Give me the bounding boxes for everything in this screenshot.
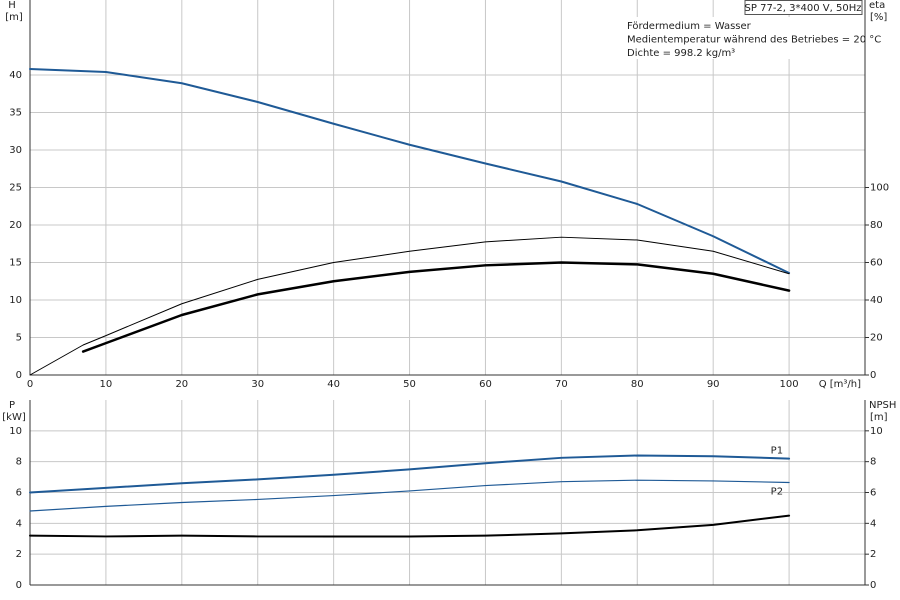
curve [29,479,790,512]
chart-title: SP 77-2, 3*400 V, 50Hz [745,3,862,14]
annotation: Dichte = 998.2 kg/m³ [627,48,735,59]
y-tick-label: 20 [9,220,22,231]
series-label: P2 [771,486,783,497]
y2-label: eta [869,0,885,11]
x-tick-label: 0 [27,379,33,390]
curve [29,514,791,538]
y2-unit: [%] [870,12,887,23]
curve [29,236,790,376]
y2-tick-label: 100 [870,183,889,194]
y-unit: [kW] [2,412,26,423]
y-tick-label: 0 [16,580,22,591]
curve [29,68,791,274]
y2-tick-label: 20 [870,333,883,344]
annotation-background [622,17,862,59]
y-tick-label: 15 [9,258,22,269]
y2-unit: [m] [870,412,888,423]
y-tick-label: 10 [9,426,22,437]
y2-tick-label: 4 [870,518,876,529]
y2-tick-label: 40 [870,295,883,306]
x-tick-label: 30 [251,379,264,390]
x-tick-label: 20 [175,379,188,390]
y-tick-label: 0 [16,370,22,381]
y2-tick-label: 80 [870,220,883,231]
y-tick-label: 25 [9,183,22,194]
curve [29,454,791,494]
x-tick-label: 100 [780,379,799,390]
y2-tick-label: 10 [870,426,883,437]
x-tick-label: 60 [479,379,492,390]
y-label: H [8,0,16,11]
title-box [744,0,863,15]
annotation: Fördermedium = Wasser [627,21,752,32]
y-tick-label: 10 [9,295,22,306]
x-tick-label: 70 [555,379,568,390]
y-tick-label: 30 [9,145,22,156]
x-tick-label: 10 [100,379,113,390]
y-tick-label: 4 [16,518,22,529]
annotation: Medientemperatur während des Betriebes =… [627,35,881,46]
x-tick-label: 50 [403,379,416,390]
y-tick-label: 35 [9,108,22,119]
y-tick-label: 40 [9,70,22,81]
y-tick-label: 5 [16,333,22,344]
y-tick-label: 2 [16,549,22,560]
curve [81,261,791,353]
y2-tick-label: 8 [870,457,876,468]
series-label: P1 [771,446,783,457]
y2-label: NPSH [869,400,896,411]
x-tick-label: 90 [707,379,720,390]
y2-tick-label: 0 [870,580,876,591]
y2-tick-label: 6 [870,488,876,499]
x-tick-label: 80 [631,379,644,390]
y2-tick-label: 2 [870,549,876,560]
y2-tick-label: 60 [870,258,883,269]
y-tick-label: 8 [16,457,22,468]
y2-tick-label: 0 [870,370,876,381]
x-label: Q [m³/h] [819,379,861,390]
y-unit: [m] [5,12,23,23]
x-tick-label: 40 [327,379,340,390]
y-tick-label: 6 [16,488,22,499]
y-label: P [9,400,15,411]
